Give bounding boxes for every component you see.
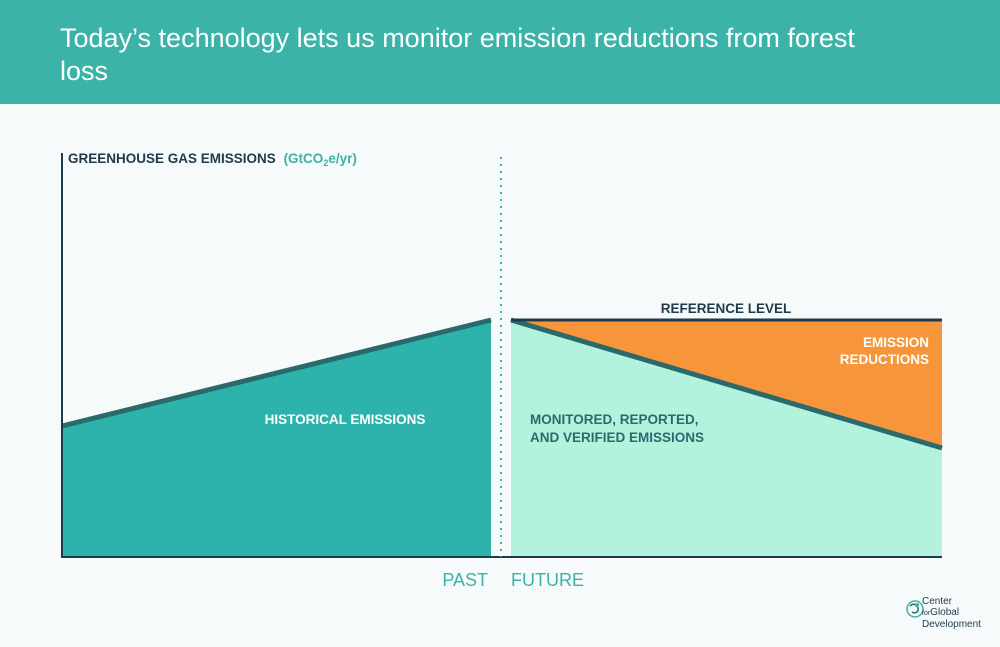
emission-reductions-label-line2: REDUCTIONS: [840, 352, 929, 367]
logo-line-center: Center: [922, 596, 953, 607]
y-axis-unit-subscript: 2: [323, 158, 328, 168]
logo-line-global: forGlobal: [922, 607, 1000, 619]
historical-emissions-label: HISTORICAL EMISSIONS: [265, 412, 426, 427]
cgd-logo: Center forGlobal Development: [906, 596, 996, 636]
reference-level-label: REFERENCE LEVEL: [661, 301, 792, 316]
header-banner: Today’s technology lets us monitor emiss…: [0, 0, 1000, 104]
future-label: FUTURE: [511, 570, 584, 590]
logo-wordmark: Center forGlobal Development: [922, 596, 1000, 630]
past-label: PAST: [442, 570, 488, 590]
globe-icon: [906, 600, 924, 618]
monitored-emissions-label-line1: MONITORED, REPORTED,: [530, 412, 699, 427]
historical-emissions-area: [62, 320, 491, 557]
monitored-emissions-label-line2: AND VERIFIED EMISSIONS: [530, 430, 704, 445]
monitored-trend-line: [510, 317, 943, 451]
logo-line-development: Development: [922, 619, 981, 630]
monitored-emissions-area: [511, 320, 942, 557]
y-axis-label-main: GREENHOUSE GAS EMISSIONS: [68, 151, 276, 166]
page-title: Today’s technology lets us monitor emiss…: [60, 23, 855, 86]
y-axis-unit-prefix: (GtCO: [284, 151, 324, 166]
historical-trend-line: [61, 317, 492, 429]
emission-reductions-label-line1: EMISSION: [863, 335, 929, 350]
logo-word-for: for: [922, 610, 931, 617]
logo-word-global: Global: [930, 607, 960, 618]
y-axis-label: GREENHOUSE GAS EMISSIONS (GtCO2e/yr): [68, 151, 357, 168]
y-axis-unit-suffix: e/yr): [328, 151, 357, 166]
